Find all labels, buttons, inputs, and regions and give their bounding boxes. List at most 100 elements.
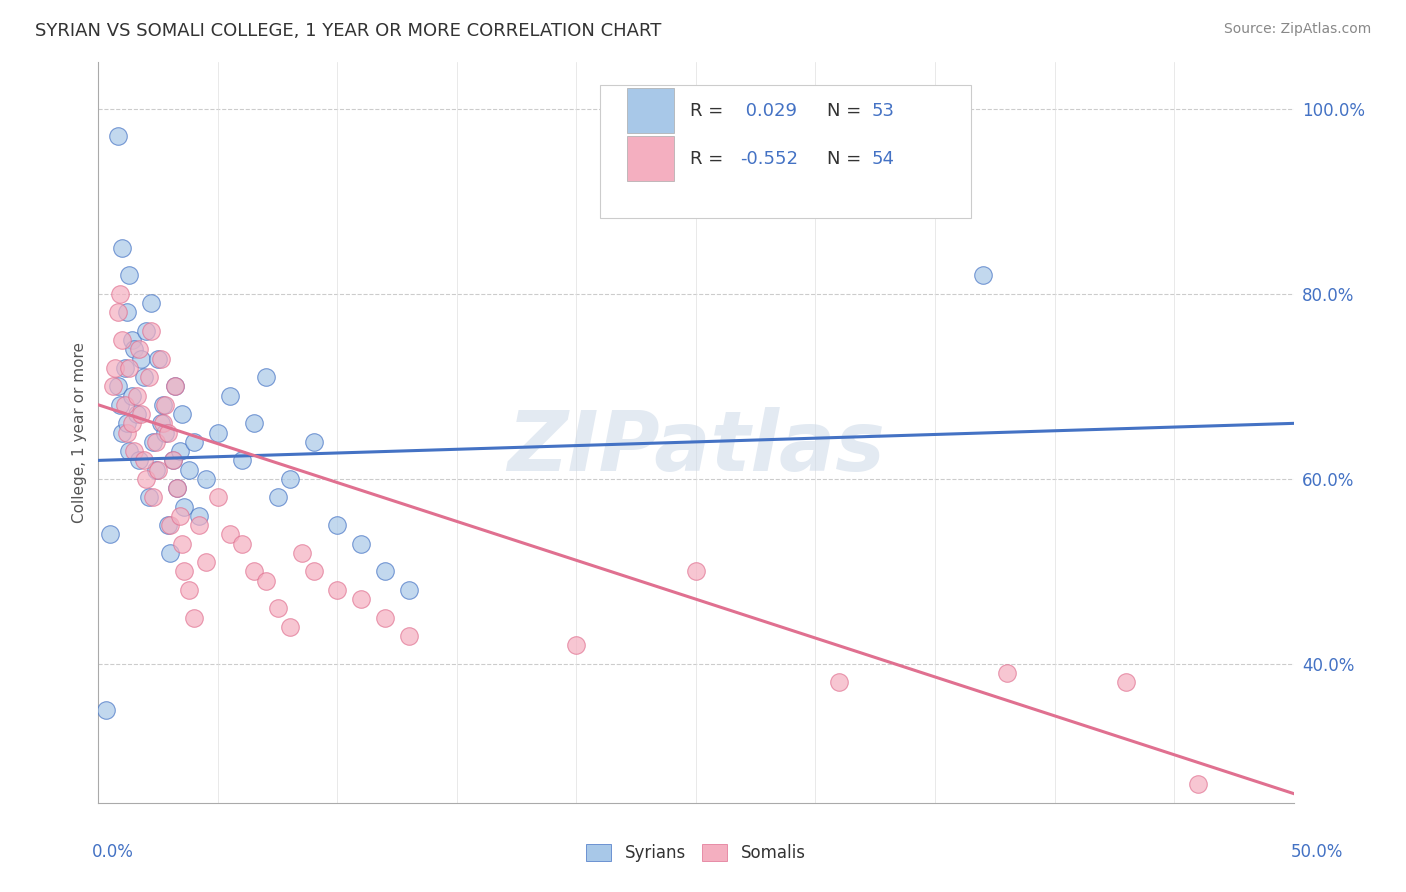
- Point: [139, 296, 162, 310]
- Point: [162, 453, 184, 467]
- Point: [350, 592, 373, 607]
- Point: [152, 417, 174, 431]
- Point: [148, 462, 170, 476]
- Point: [108, 398, 131, 412]
- Point: [149, 351, 172, 366]
- Point: [124, 444, 146, 458]
- Point: [163, 379, 186, 393]
- Point: [111, 240, 134, 255]
- Point: [131, 407, 153, 421]
- Point: [166, 481, 188, 495]
- Point: [118, 360, 141, 375]
- Point: [159, 518, 181, 533]
- Point: [1187, 777, 1209, 791]
- Point: [183, 434, 205, 449]
- Point: [173, 565, 195, 579]
- Legend: Syrians, Somalis: Syrians, Somalis: [579, 837, 813, 869]
- Point: [98, 527, 122, 541]
- FancyBboxPatch shape: [627, 88, 675, 133]
- Point: [118, 268, 141, 283]
- Point: [207, 491, 229, 505]
- Point: [145, 462, 167, 476]
- Point: [326, 518, 349, 533]
- Point: [135, 324, 157, 338]
- Point: [350, 536, 373, 550]
- FancyBboxPatch shape: [627, 136, 675, 181]
- Point: [219, 527, 242, 541]
- Text: R =: R =: [690, 150, 728, 168]
- Point: [326, 582, 349, 597]
- Point: [138, 491, 160, 505]
- Point: [254, 574, 277, 588]
- Point: [278, 620, 301, 634]
- Point: [118, 444, 141, 458]
- Point: [155, 398, 177, 412]
- Point: [115, 417, 138, 431]
- Point: [94, 703, 117, 717]
- Point: [195, 472, 218, 486]
- Point: [156, 425, 179, 440]
- Text: 50.0%: 50.0%: [1291, 843, 1343, 861]
- Point: [132, 453, 155, 467]
- Text: SYRIAN VS SOMALI COLLEGE, 1 YEAR OR MORE CORRELATION CHART: SYRIAN VS SOMALI COLLEGE, 1 YEAR OR MORE…: [35, 22, 662, 40]
- Point: [398, 582, 420, 597]
- Text: ZIPatlas: ZIPatlas: [508, 407, 884, 488]
- Point: [148, 351, 170, 366]
- Point: [183, 610, 205, 624]
- Point: [139, 324, 162, 338]
- Point: [254, 370, 277, 384]
- Point: [111, 425, 134, 440]
- Point: [152, 398, 174, 412]
- Point: [156, 518, 179, 533]
- Point: [187, 518, 209, 533]
- Point: [565, 639, 588, 653]
- Point: [207, 425, 229, 440]
- Point: [104, 360, 127, 375]
- Point: [243, 417, 266, 431]
- Point: [131, 351, 153, 366]
- Point: [135, 472, 157, 486]
- Y-axis label: College, 1 year or more: College, 1 year or more: [72, 343, 87, 523]
- Point: [172, 536, 194, 550]
- Point: [115, 425, 138, 440]
- Text: Source: ZipAtlas.com: Source: ZipAtlas.com: [1223, 22, 1371, 37]
- Point: [995, 666, 1018, 681]
- Text: N =: N =: [827, 150, 868, 168]
- Point: [195, 555, 218, 569]
- Point: [374, 565, 396, 579]
- Point: [398, 629, 420, 643]
- Point: [121, 389, 143, 403]
- Point: [166, 481, 188, 495]
- Point: [107, 129, 129, 144]
- Point: [179, 582, 201, 597]
- Point: [187, 508, 209, 523]
- Point: [172, 407, 194, 421]
- Text: 54: 54: [872, 150, 894, 168]
- Point: [107, 379, 129, 393]
- Point: [128, 343, 150, 357]
- Point: [828, 675, 851, 690]
- Point: [132, 370, 155, 384]
- Point: [302, 434, 325, 449]
- Point: [114, 360, 136, 375]
- Point: [125, 389, 148, 403]
- Point: [163, 379, 186, 393]
- Point: [121, 417, 143, 431]
- Point: [125, 407, 148, 421]
- Point: [128, 453, 150, 467]
- Point: [231, 453, 253, 467]
- Text: 0.029: 0.029: [740, 102, 797, 120]
- Point: [267, 601, 290, 615]
- Point: [142, 491, 165, 505]
- Text: 53: 53: [872, 102, 894, 120]
- Point: [145, 434, 167, 449]
- FancyBboxPatch shape: [600, 85, 972, 218]
- Point: [1115, 675, 1137, 690]
- Point: [169, 508, 191, 523]
- Point: [179, 462, 201, 476]
- Point: [159, 546, 181, 560]
- Point: [155, 425, 177, 440]
- Point: [374, 610, 396, 624]
- Point: [219, 389, 242, 403]
- Point: [108, 286, 131, 301]
